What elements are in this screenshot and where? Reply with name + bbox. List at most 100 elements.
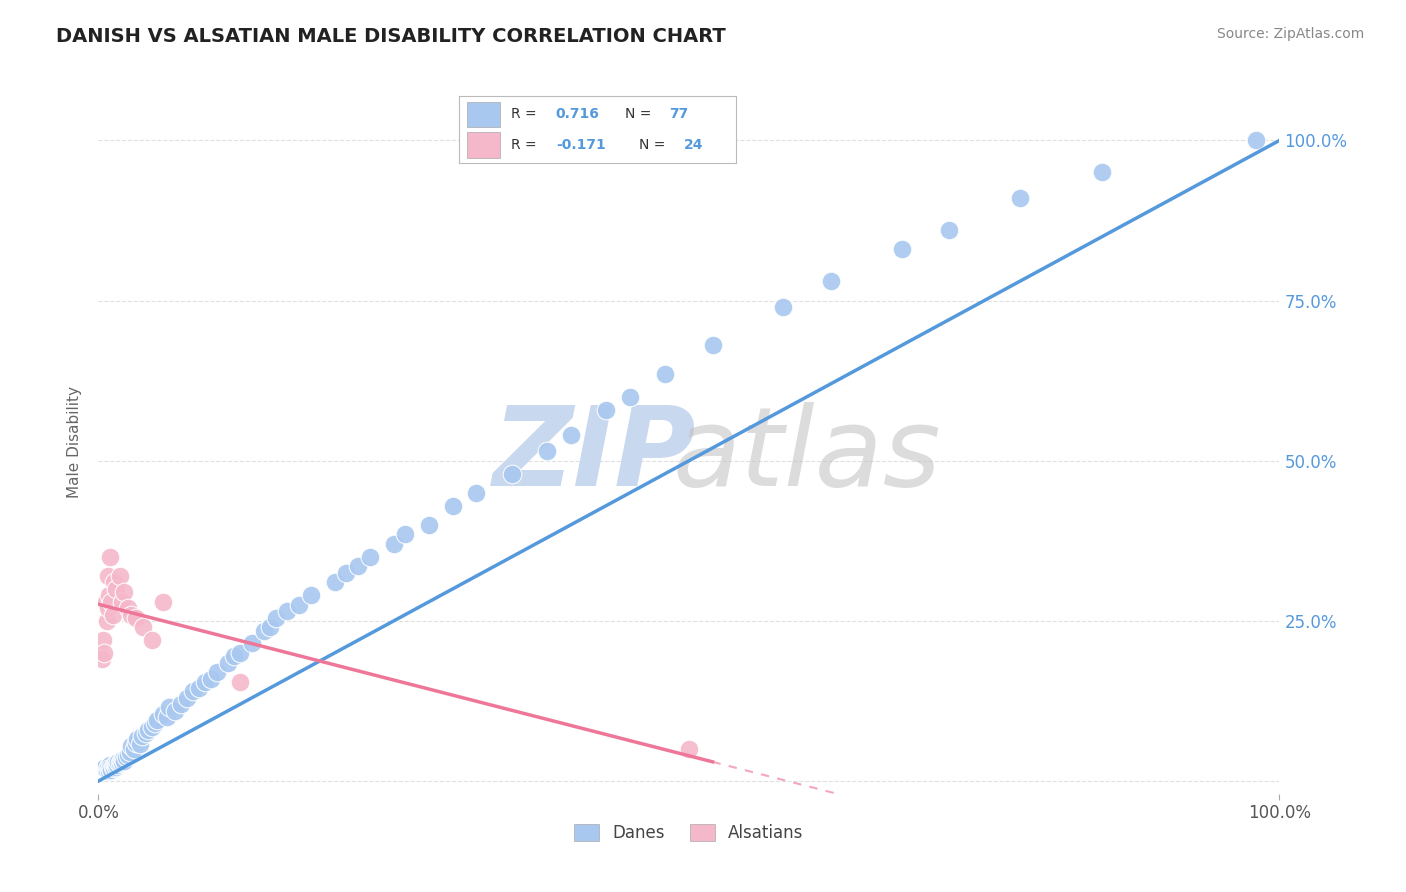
Point — [143, 716, 166, 731]
Point — [347, 559, 370, 574]
Point — [146, 713, 169, 727]
Point — [98, 758, 121, 772]
Point — [1244, 133, 1267, 147]
Point — [595, 402, 617, 417]
Point — [288, 598, 311, 612]
Point — [678, 742, 700, 756]
Point — [205, 665, 228, 680]
Point — [120, 745, 142, 759]
Point — [114, 749, 136, 764]
Point — [105, 758, 128, 772]
Point — [170, 697, 193, 711]
Point — [112, 754, 135, 768]
Point — [121, 607, 143, 622]
Point — [111, 755, 134, 769]
Point — [103, 761, 125, 775]
Point — [105, 582, 128, 596]
Point — [152, 706, 174, 721]
Point — [141, 720, 163, 734]
Point — [619, 390, 641, 404]
Point — [104, 758, 127, 772]
Point — [465, 485, 488, 500]
Point — [194, 674, 217, 689]
Point — [100, 763, 122, 777]
Point — [135, 726, 157, 740]
Point — [259, 620, 281, 634]
Point — [91, 652, 114, 666]
Point — [501, 467, 523, 481]
Point — [93, 761, 115, 775]
Point — [217, 656, 239, 670]
Point — [105, 760, 128, 774]
Point — [323, 575, 346, 590]
Point — [108, 569, 131, 583]
Text: ZIP: ZIP — [492, 402, 696, 509]
Point — [125, 610, 148, 624]
Point — [253, 624, 276, 638]
Point — [100, 595, 122, 609]
Point — [98, 588, 121, 602]
Point — [98, 761, 121, 775]
Point — [229, 674, 252, 689]
Point — [98, 764, 121, 779]
Point — [131, 729, 153, 743]
Text: DANISH VS ALSATIAN MALE DISABILITY CORRELATION CHART: DANISH VS ALSATIAN MALE DISABILITY CORRE… — [56, 27, 725, 45]
Text: atlas: atlas — [672, 402, 942, 509]
Point — [107, 755, 129, 769]
Point — [654, 368, 676, 382]
Point — [335, 566, 357, 580]
Point — [141, 633, 163, 648]
Point — [382, 537, 405, 551]
Point — [111, 595, 134, 609]
Point — [890, 243, 912, 257]
Point — [97, 601, 120, 615]
Point — [127, 732, 149, 747]
Point — [97, 760, 120, 774]
Point — [187, 681, 209, 696]
Point — [125, 736, 148, 750]
Point — [94, 595, 117, 609]
Point — [101, 607, 124, 622]
Point — [176, 690, 198, 705]
Point — [110, 754, 132, 768]
Point — [117, 601, 139, 615]
Point — [98, 549, 121, 564]
Point — [200, 672, 222, 686]
Point — [264, 610, 287, 624]
Point — [299, 588, 322, 602]
Point — [101, 760, 124, 774]
Point — [108, 756, 131, 771]
Point — [359, 549, 381, 564]
Point — [93, 646, 115, 660]
Point — [560, 428, 582, 442]
Point — [157, 700, 180, 714]
Point — [772, 300, 794, 314]
Point — [121, 739, 143, 753]
Point — [394, 527, 416, 541]
Point — [1008, 191, 1031, 205]
Point — [122, 742, 145, 756]
Point — [224, 649, 246, 664]
Legend: Danes, Alsatians: Danes, Alsatians — [568, 817, 810, 849]
Point — [181, 684, 204, 698]
Point — [820, 274, 842, 288]
Point — [240, 636, 263, 650]
Point — [132, 620, 155, 634]
Point — [418, 517, 440, 532]
Point — [536, 444, 558, 458]
Point — [97, 569, 120, 583]
Point — [441, 499, 464, 513]
Point — [276, 604, 298, 618]
Point — [152, 595, 174, 609]
Point — [105, 756, 128, 771]
Point — [156, 710, 179, 724]
Point — [91, 633, 114, 648]
Point — [136, 723, 159, 737]
Point — [1091, 165, 1114, 179]
Point — [702, 338, 724, 352]
Point — [938, 223, 960, 237]
Point — [103, 575, 125, 590]
Y-axis label: Male Disability: Male Disability — [67, 385, 83, 498]
Point — [112, 751, 135, 765]
Point — [112, 585, 135, 599]
